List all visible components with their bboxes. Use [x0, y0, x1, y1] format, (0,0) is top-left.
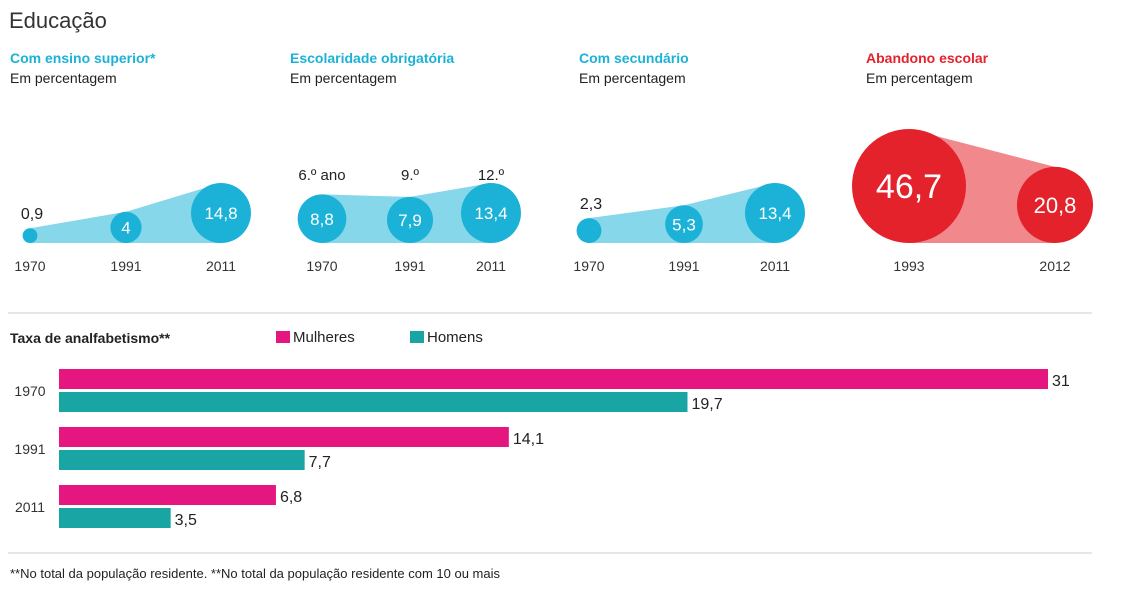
- year-label: 1991: [668, 258, 699, 274]
- bubble-value-label: 5,3: [672, 215, 696, 234]
- bubble-value-label: 7,9: [398, 211, 422, 230]
- panel-title-secundario: Com secundário: [579, 50, 689, 66]
- year-label: 1970: [573, 258, 604, 274]
- grade-annotation: 6.º ano: [298, 167, 345, 184]
- legend-swatch-mulheres: [276, 331, 290, 343]
- bar-mulheres-1991: [59, 427, 509, 447]
- bubble-1970: [297, 194, 347, 243]
- bubble-2011: [191, 183, 251, 243]
- year-label: 2011: [206, 258, 236, 274]
- panel-title-abandono: Abandono escolar: [866, 50, 989, 66]
- bubble-value-label: 4: [121, 219, 130, 238]
- legend-label: Homens: [427, 329, 483, 346]
- bubble-2011: [461, 183, 521, 243]
- year-label: 2011: [760, 258, 790, 274]
- panel-title-superior: Com ensino superior*: [10, 50, 156, 66]
- bar-value-label: 19,7: [691, 396, 722, 413]
- year-label: 2011: [476, 258, 506, 274]
- bubble-value-label: 2,3: [580, 196, 602, 213]
- bar-chart-title: Taxa de analfabetismo**: [10, 330, 171, 346]
- panel-subtitle: Em percentagem: [290, 70, 397, 86]
- bubble-value-label: 0,9: [21, 206, 43, 223]
- panel-subtitle: Em percentagem: [866, 70, 973, 86]
- bar-homens-2011: [59, 508, 171, 528]
- bubble-2012: [1016, 166, 1094, 243]
- bubble-1993: [852, 129, 966, 243]
- legend-label: Mulheres: [293, 329, 355, 346]
- bar-mulheres-1970: [59, 369, 1048, 389]
- bubble-1991: [665, 205, 703, 243]
- bubble-value-label: 13,4: [758, 204, 791, 223]
- panel-title-obrigatoria: Escolaridade obrigatória: [290, 50, 455, 66]
- bubble-value-label: 46,7: [876, 168, 942, 206]
- bar-category-label: 1970: [14, 383, 45, 399]
- bubble-value-label: 20,8: [1034, 193, 1077, 218]
- page-title: Educação: [9, 8, 107, 33]
- year-label: 1991: [110, 258, 141, 274]
- footnote: **No total da população residente. **No …: [10, 566, 500, 581]
- bar-value-label: 6,8: [280, 489, 302, 506]
- bubble-value-label: 8,8: [310, 210, 334, 229]
- bar-category-label: 2011: [15, 499, 45, 515]
- year-label: 1993: [893, 258, 924, 274]
- bubble-value-label: 14,8: [204, 204, 237, 223]
- bar-value-label: 7,7: [309, 454, 331, 471]
- panel-subtitle: Em percentagem: [10, 70, 117, 86]
- bar-mulheres-2011: [59, 485, 276, 505]
- year-label: 1991: [394, 258, 425, 274]
- panel-subtitle: Em percentagem: [579, 70, 686, 86]
- bubble-1991: [386, 196, 434, 243]
- bubble-1970: [22, 228, 38, 244]
- year-label: 2012: [1039, 258, 1070, 274]
- bubble-value-label: 13,4: [474, 204, 507, 223]
- bar-value-label: 31: [1052, 373, 1070, 390]
- grade-annotation: 12.º: [478, 167, 505, 184]
- grade-annotation: 9.º: [401, 167, 420, 184]
- bar-homens-1970: [59, 392, 688, 412]
- year-label: 1970: [306, 258, 337, 274]
- bar-value-label: 3,5: [175, 512, 197, 529]
- bubble-1991: [110, 211, 142, 244]
- bubble-2011: [745, 183, 805, 243]
- bar-value-label: 14,1: [513, 431, 544, 448]
- bar-homens-1991: [59, 450, 305, 470]
- bubble-1970: [576, 218, 602, 243]
- year-label: 1970: [14, 258, 45, 274]
- legend-swatch-homens: [410, 331, 424, 343]
- bar-category-label: 1991: [14, 441, 45, 457]
